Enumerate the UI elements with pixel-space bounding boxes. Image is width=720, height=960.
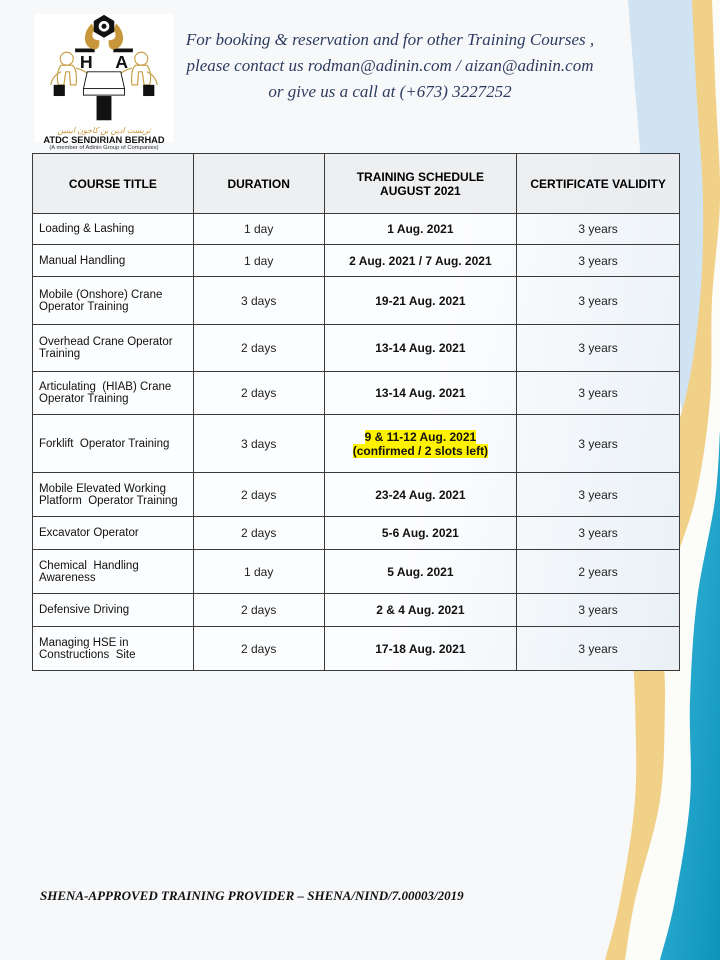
svg-text:H: H <box>80 52 93 72</box>
svg-text:A: A <box>115 52 128 72</box>
